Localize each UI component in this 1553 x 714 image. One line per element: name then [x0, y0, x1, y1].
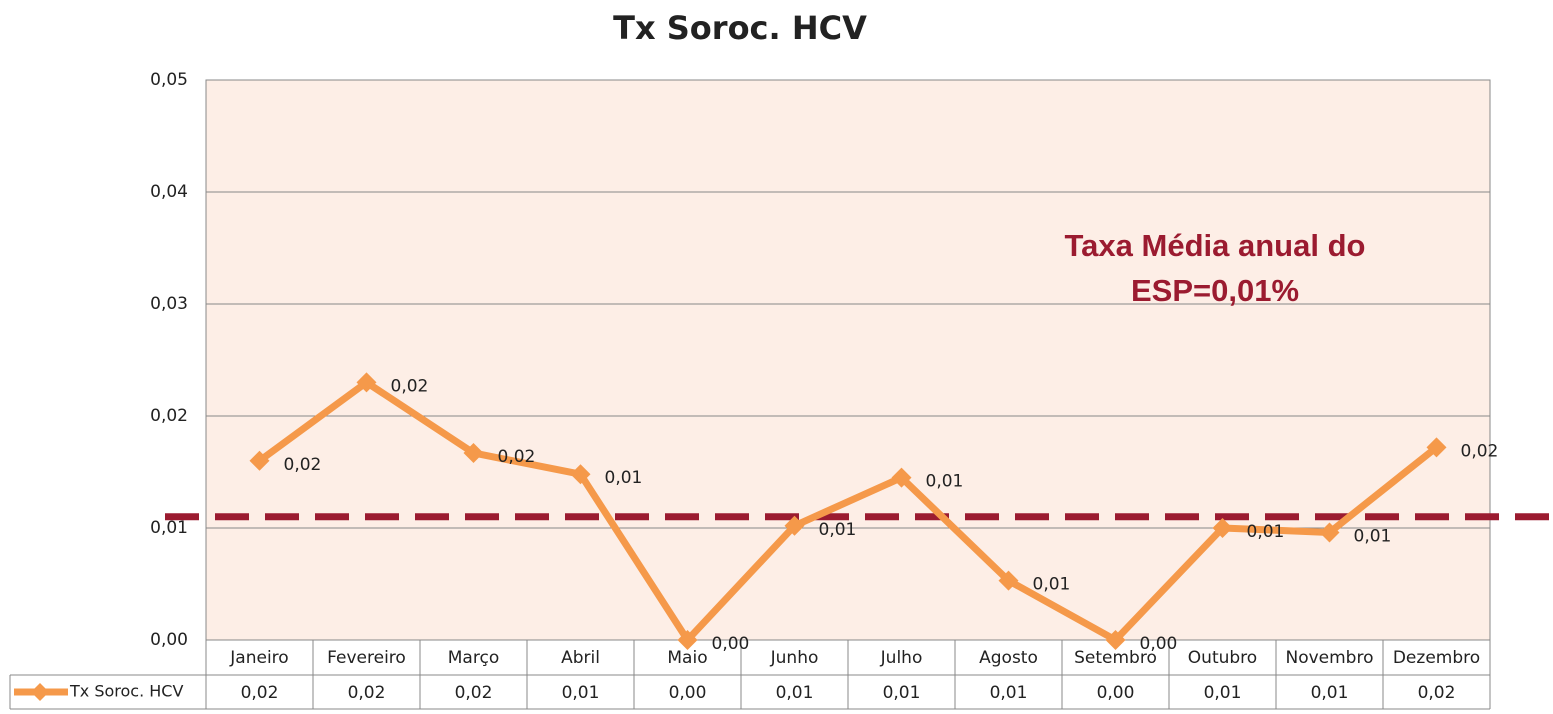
table-value: 0,01 — [776, 683, 814, 703]
data-marker — [570, 464, 591, 485]
data-marker — [1105, 630, 1126, 650]
table-value: 0,01 — [990, 683, 1028, 703]
y-tick-label: 0,05 — [150, 70, 188, 90]
chart-title: Tx Soroc. HCV — [613, 9, 867, 47]
data-marker — [998, 570, 1019, 591]
data-marker — [1212, 518, 1233, 538]
data-label: 0,01 — [1247, 522, 1285, 542]
table-value: 0,00 — [1097, 683, 1135, 703]
x-tick-label: Fevereiro — [327, 648, 406, 668]
series-line — [257, 378, 1439, 644]
data-marker — [784, 515, 805, 536]
data-marker — [249, 450, 270, 471]
y-tick-label: 0,02 — [150, 406, 188, 426]
y-tick-label: 0,00 — [150, 630, 188, 650]
x-tick-label: Outubro — [1188, 648, 1257, 668]
data-marker — [1426, 437, 1447, 458]
legend-marker — [31, 683, 49, 701]
data-label: 0,01 — [1354, 526, 1392, 546]
table-value: 0,02 — [455, 683, 493, 703]
annotation: Taxa Média anual do — [1065, 228, 1366, 263]
y-tick-label: 0,03 — [150, 294, 188, 314]
x-tick-label: Junho — [770, 648, 819, 668]
data-label: 0,01 — [819, 520, 857, 540]
table-value: 0,01 — [883, 683, 921, 703]
data-label: 0,01 — [926, 472, 964, 492]
plot-area — [205, 79, 1491, 641]
data-label: 0,02 — [498, 447, 536, 467]
data-marker — [677, 630, 698, 650]
data-label: 0,02 — [284, 455, 322, 475]
y-tick-label: 0,01 — [150, 518, 188, 538]
table-value: 0,02 — [241, 683, 279, 703]
x-tick-label: Abril — [561, 648, 600, 668]
data-label: 0,00 — [1140, 634, 1178, 654]
x-tick-label: Maio — [667, 648, 707, 668]
table-value: 0,01 — [1204, 683, 1242, 703]
table-value: 0,02 — [1418, 683, 1456, 703]
x-tick-label: Setembro — [1074, 648, 1157, 668]
y-tick-label: 0,04 — [150, 182, 188, 202]
x-tick-label: Agosto — [979, 648, 1038, 668]
table-value: 0,00 — [669, 683, 707, 703]
x-tick-label: Março — [448, 648, 499, 668]
data-label: 0,02 — [391, 376, 429, 396]
x-tick-label: Dezembro — [1393, 648, 1480, 668]
table-value: 0,01 — [562, 683, 600, 703]
annotation: ESP=0,01% — [1131, 273, 1299, 308]
x-tick-label: Julho — [880, 648, 923, 668]
data-marker — [356, 372, 377, 393]
data-label: 0,02 — [1461, 441, 1499, 461]
data-label: 0,01 — [605, 468, 643, 488]
legend-label: Tx Soroc. HCV — [69, 682, 183, 701]
data-label: 0,01 — [1033, 575, 1071, 595]
data-marker — [1319, 522, 1340, 543]
table-value: 0,02 — [348, 683, 386, 703]
data-label: 0,00 — [712, 634, 750, 654]
x-tick-label: Novembro — [1285, 648, 1373, 668]
data-marker — [463, 442, 484, 463]
data-marker — [891, 467, 912, 488]
table-value: 0,01 — [1311, 683, 1349, 703]
x-tick-label: Janeiro — [229, 648, 288, 668]
